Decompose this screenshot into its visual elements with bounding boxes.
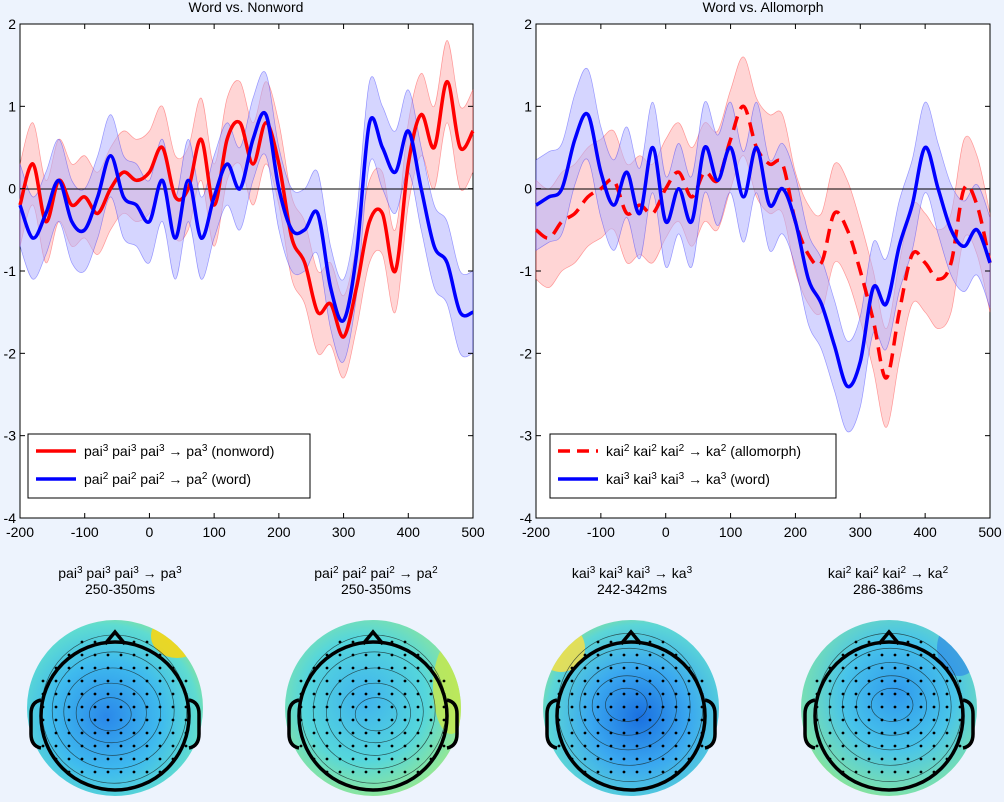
electrodes [815,640,962,774]
head-outline [39,640,191,792]
topomap-2 [543,620,719,796]
legend: pai3 pai3 pai3 → pa3 (nonword) pai2 pai2 … [27,433,311,499]
x-tick-label: -100 [587,524,615,540]
y-tick-label: 0 [8,181,16,197]
chart-word-vs-allomorph: Word vs. Allomorph -200 -100 0 100 200 300 400… [520,0,1002,540]
x-tick-label: 400 [397,524,421,540]
x-tick-label: -200 [6,524,34,540]
x-tick-label: 100 [202,524,226,540]
electrodes [41,640,188,774]
head-nose [877,629,901,646]
y-tick-label: 1 [8,98,16,114]
head-ear-left [803,698,816,750]
y-tick-label: -4 [520,510,533,526]
topomap-1 [285,620,461,796]
legend-entry-0: pai3 pai3 pai3 → pa3 (nonword) [84,443,274,460]
topomap-3 [801,620,977,796]
head-outline [813,640,965,792]
y-tick-label: 1 [524,98,532,114]
head-ear-right [188,698,201,750]
topomap-0 [27,620,203,796]
x-tick-label: 300 [332,524,356,540]
topomap-label-3: kai2 kai2 kai2 → ka2 [828,565,949,582]
legend-entry-1: kai3 kai3 kai3 → ka3 (word) [606,471,770,488]
head-ear-left [287,698,300,750]
topomap-label-2: kai3 kai3 kai3 → ka3 [572,565,693,582]
x-tick-label: -100 [71,524,99,540]
series-line-0 [18,79,475,339]
head-outline [555,640,707,792]
legend: kai2 kai2 kai2 → ka2 (allomorph) kai3 kai… [549,433,837,499]
legend-box [27,433,311,499]
electrodes [299,640,446,774]
topomap-label-1: pai2 pai2 pai2 → pa2 [314,565,438,582]
axes: -200 -100 0 100 200 300 400 500 2 1 0 -1 -2 -3 -4 [520,16,1002,540]
topomap-time-window-0: 250-350ms [85,581,155,597]
legend-entry-0: kai2 kai2 kai2 → ka2 (allomorph) [606,443,801,460]
series-lines [534,104,992,389]
topomap-time-window-2: 242-342ms [597,581,667,597]
head-ear-right [962,698,975,750]
topomap-label-0: pai3 pai3 pai3 → pa3 [58,565,182,582]
legend-box [549,433,837,499]
x-tick-label: 500 [978,524,1002,540]
topomaps [27,620,977,796]
topomap-field [801,620,977,796]
x-tick-label: 400 [913,524,937,540]
y-tick-label: -1 [4,263,17,279]
x-tick-label: 0 [146,524,154,540]
series-line-0 [534,104,992,380]
y-tick-label: -4 [4,510,17,526]
topomap-time-window-1: 250-350ms [341,581,411,597]
y-tick-label: -2 [520,345,533,361]
head-outline [297,640,449,792]
chart-word-vs-nonword: Word vs. Nonword -200 -100 0 100 200 300 400 50… [4,0,485,540]
head-nose [619,629,643,646]
head-nose [103,629,127,646]
electrodes [557,640,704,774]
y-tick-label: -2 [4,345,17,361]
topomap-field [543,620,719,796]
x-tick-label: -200 [522,524,550,540]
chart-title: Word vs. Nonword [189,0,304,15]
head-ear-right [704,698,717,750]
y-tick-label: -3 [520,428,533,444]
x-tick-label: 200 [267,524,291,540]
y-tick-label: 0 [524,181,532,197]
head-ear-left [545,698,558,750]
y-tick-label: -1 [520,263,533,279]
x-tick-label: 100 [719,524,743,540]
series-lines [18,79,475,339]
topomap-field [285,620,461,796]
head-ear-right [446,698,459,750]
legend-entry-1: pai2 pai2 pai2 → pa2 (word) [84,471,251,488]
topomap-time-window-3: 286-386ms [853,581,923,597]
x-tick-label: 300 [849,524,873,540]
y-tick-label: 2 [8,16,16,32]
topomap-field [27,620,203,796]
x-tick-label: 0 [662,524,670,540]
y-tick-label: -3 [4,428,17,444]
y-tick-label: 2 [524,16,532,32]
head-nose [361,629,385,646]
series-line-1 [18,111,474,324]
x-tick-label: 200 [784,524,808,540]
x-tick-label: 500 [461,524,485,540]
chart-title: Word vs. Allomorph [702,0,823,15]
head-ear-left [29,698,42,750]
axes: -200 -100 0 100 200 300 400 500 2 1 0 -1 -2 -3 -4 [4,16,485,540]
series-line-1 [535,111,992,389]
